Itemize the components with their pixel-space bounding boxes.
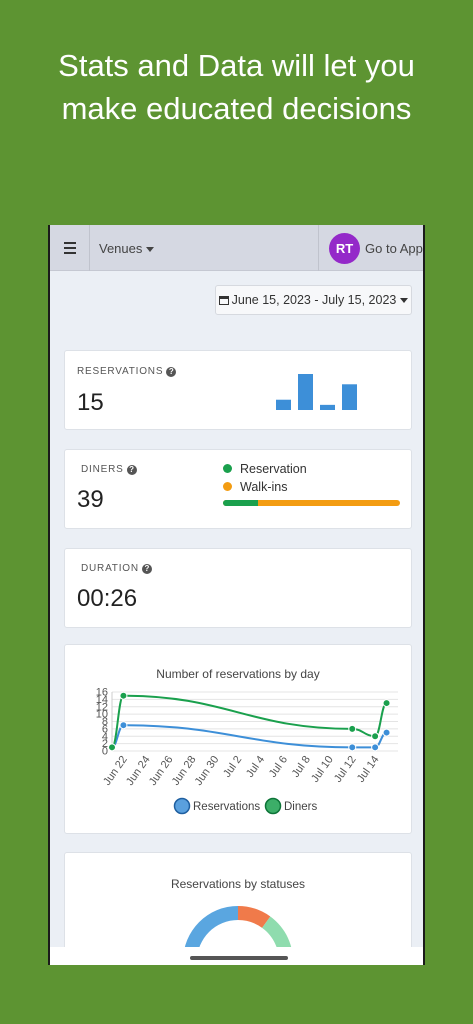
x-tick-label: Jul 12 [332, 754, 359, 785]
diners-label-text: DINERS [81, 464, 124, 475]
chart-title: Number of reservations by day [156, 667, 320, 681]
reservations-card: RESERVATIONS? 15 [64, 350, 412, 430]
date-range-label: June 15, 2023 - July 15, 2023 [231, 293, 397, 307]
data-point[interactable] [348, 724, 357, 733]
legend-walkins: Walk-ins [223, 480, 287, 494]
menu-button[interactable] [50, 225, 90, 271]
headline-line-2: make educated decisions [61, 91, 412, 126]
legend-label[interactable]: Diners [284, 801, 317, 813]
dot-icon [223, 482, 232, 491]
home-indicator[interactable] [190, 956, 288, 960]
donut-segment[interactable] [183, 916, 293, 965]
caret-down-icon [146, 247, 155, 253]
duration-card: DURATION? 00:26 [64, 548, 412, 628]
x-tick-label: Jul 6 [267, 754, 290, 780]
legend-walkins-label: Walk-ins [240, 480, 288, 494]
legend-reservation: Reservation [223, 462, 307, 476]
help-icon[interactable]: ? [166, 367, 177, 377]
spark-bar [320, 404, 335, 410]
hamburger-icon-line [64, 252, 76, 254]
dot-icon [223, 464, 232, 473]
spark-bar [276, 399, 291, 410]
y-tick-label: 0 [102, 746, 108, 758]
help-icon[interactable]: ? [126, 465, 137, 475]
reservations-label: RESERVATIONS? [77, 366, 177, 377]
hamburger-icon [64, 242, 76, 244]
spark-bar [342, 384, 357, 410]
y-tick-label: 2 [102, 738, 108, 750]
legend-marker[interactable] [264, 797, 282, 815]
go-to-app-label: Go to App [365, 241, 423, 256]
help-icon[interactable]: ? [141, 564, 152, 574]
x-tick-label: Jul 14 [355, 754, 382, 785]
headline: Stats and Data will let you make educate… [0, 44, 473, 130]
data-point[interactable] [348, 743, 357, 752]
legend-label[interactable]: Reservations [193, 801, 260, 813]
date-range-picker[interactable]: June 15, 2023 - July 15, 2023 [215, 285, 412, 315]
caret-down-icon [400, 298, 409, 304]
y-tick-label: 16 [96, 687, 108, 699]
data-point[interactable] [382, 728, 391, 737]
venues-dropdown[interactable]: Venues [99, 241, 155, 256]
data-point[interactable] [382, 699, 391, 708]
hamburger-icon-line [64, 247, 76, 249]
statuses-chart-title: Reservations by statuses [170, 877, 306, 891]
reservations-label-text: RESERVATIONS [77, 366, 164, 377]
y-tick-label: 14 [96, 694, 108, 706]
diners-split-fill [223, 500, 259, 506]
reservations-chart-card: Number of reservations by day 0 2 4 6 8 10 12 1… [64, 644, 412, 834]
avatar: RT [329, 233, 360, 264]
y-tick-label: 12 [96, 701, 108, 713]
data-point[interactable] [119, 691, 128, 700]
reservations-value: 15 [77, 389, 104, 416]
diners-card: DINERS? 39 Reservation Walk-ins [64, 449, 412, 529]
diners-value: 39 [77, 486, 104, 513]
go-to-app-button[interactable]: RT Go to App [318, 225, 423, 271]
reservations-sparkline [276, 374, 357, 410]
headline-line-1: Stats and Data will let you [58, 48, 415, 83]
legend-reservation-label: Reservation [240, 462, 307, 476]
spark-bar [298, 374, 313, 410]
legend-marker[interactable] [173, 797, 191, 815]
diners-split-bar [223, 500, 400, 506]
data-point[interactable] [119, 721, 128, 730]
donut-segment[interactable] [238, 906, 271, 928]
duration-value: 00:26 [77, 585, 138, 612]
diners-label: DINERS? [81, 464, 137, 475]
y-tick-label: 4 [102, 731, 108, 743]
data-point[interactable] [108, 743, 116, 752]
statuses-chart-card: Reservations by statuses [64, 852, 412, 965]
venues-label: Venues [99, 241, 143, 256]
x-tick-label: Jul 2 [221, 754, 244, 780]
x-tick-label: Jun 30 [193, 754, 222, 788]
data-point[interactable] [371, 732, 380, 741]
duration-label: DURATION? [81, 563, 152, 574]
x-tick-label: Jul 4 [244, 754, 267, 780]
calendar-icon [218, 296, 229, 305]
top-navbar: Venues RT Go to App [50, 225, 423, 271]
y-tick-label: 6 [102, 723, 108, 735]
x-tick-label: Jul 10 [309, 754, 336, 785]
y-tick-label: 8 [102, 716, 108, 728]
phone-screen: Venues RT Go to App June 15, 2023 - July… [48, 225, 425, 965]
data-point[interactable] [371, 743, 380, 752]
duration-label-text: DURATION [81, 563, 139, 574]
y-tick-label: 10 [96, 709, 108, 721]
bottom-bar [50, 947, 423, 965]
